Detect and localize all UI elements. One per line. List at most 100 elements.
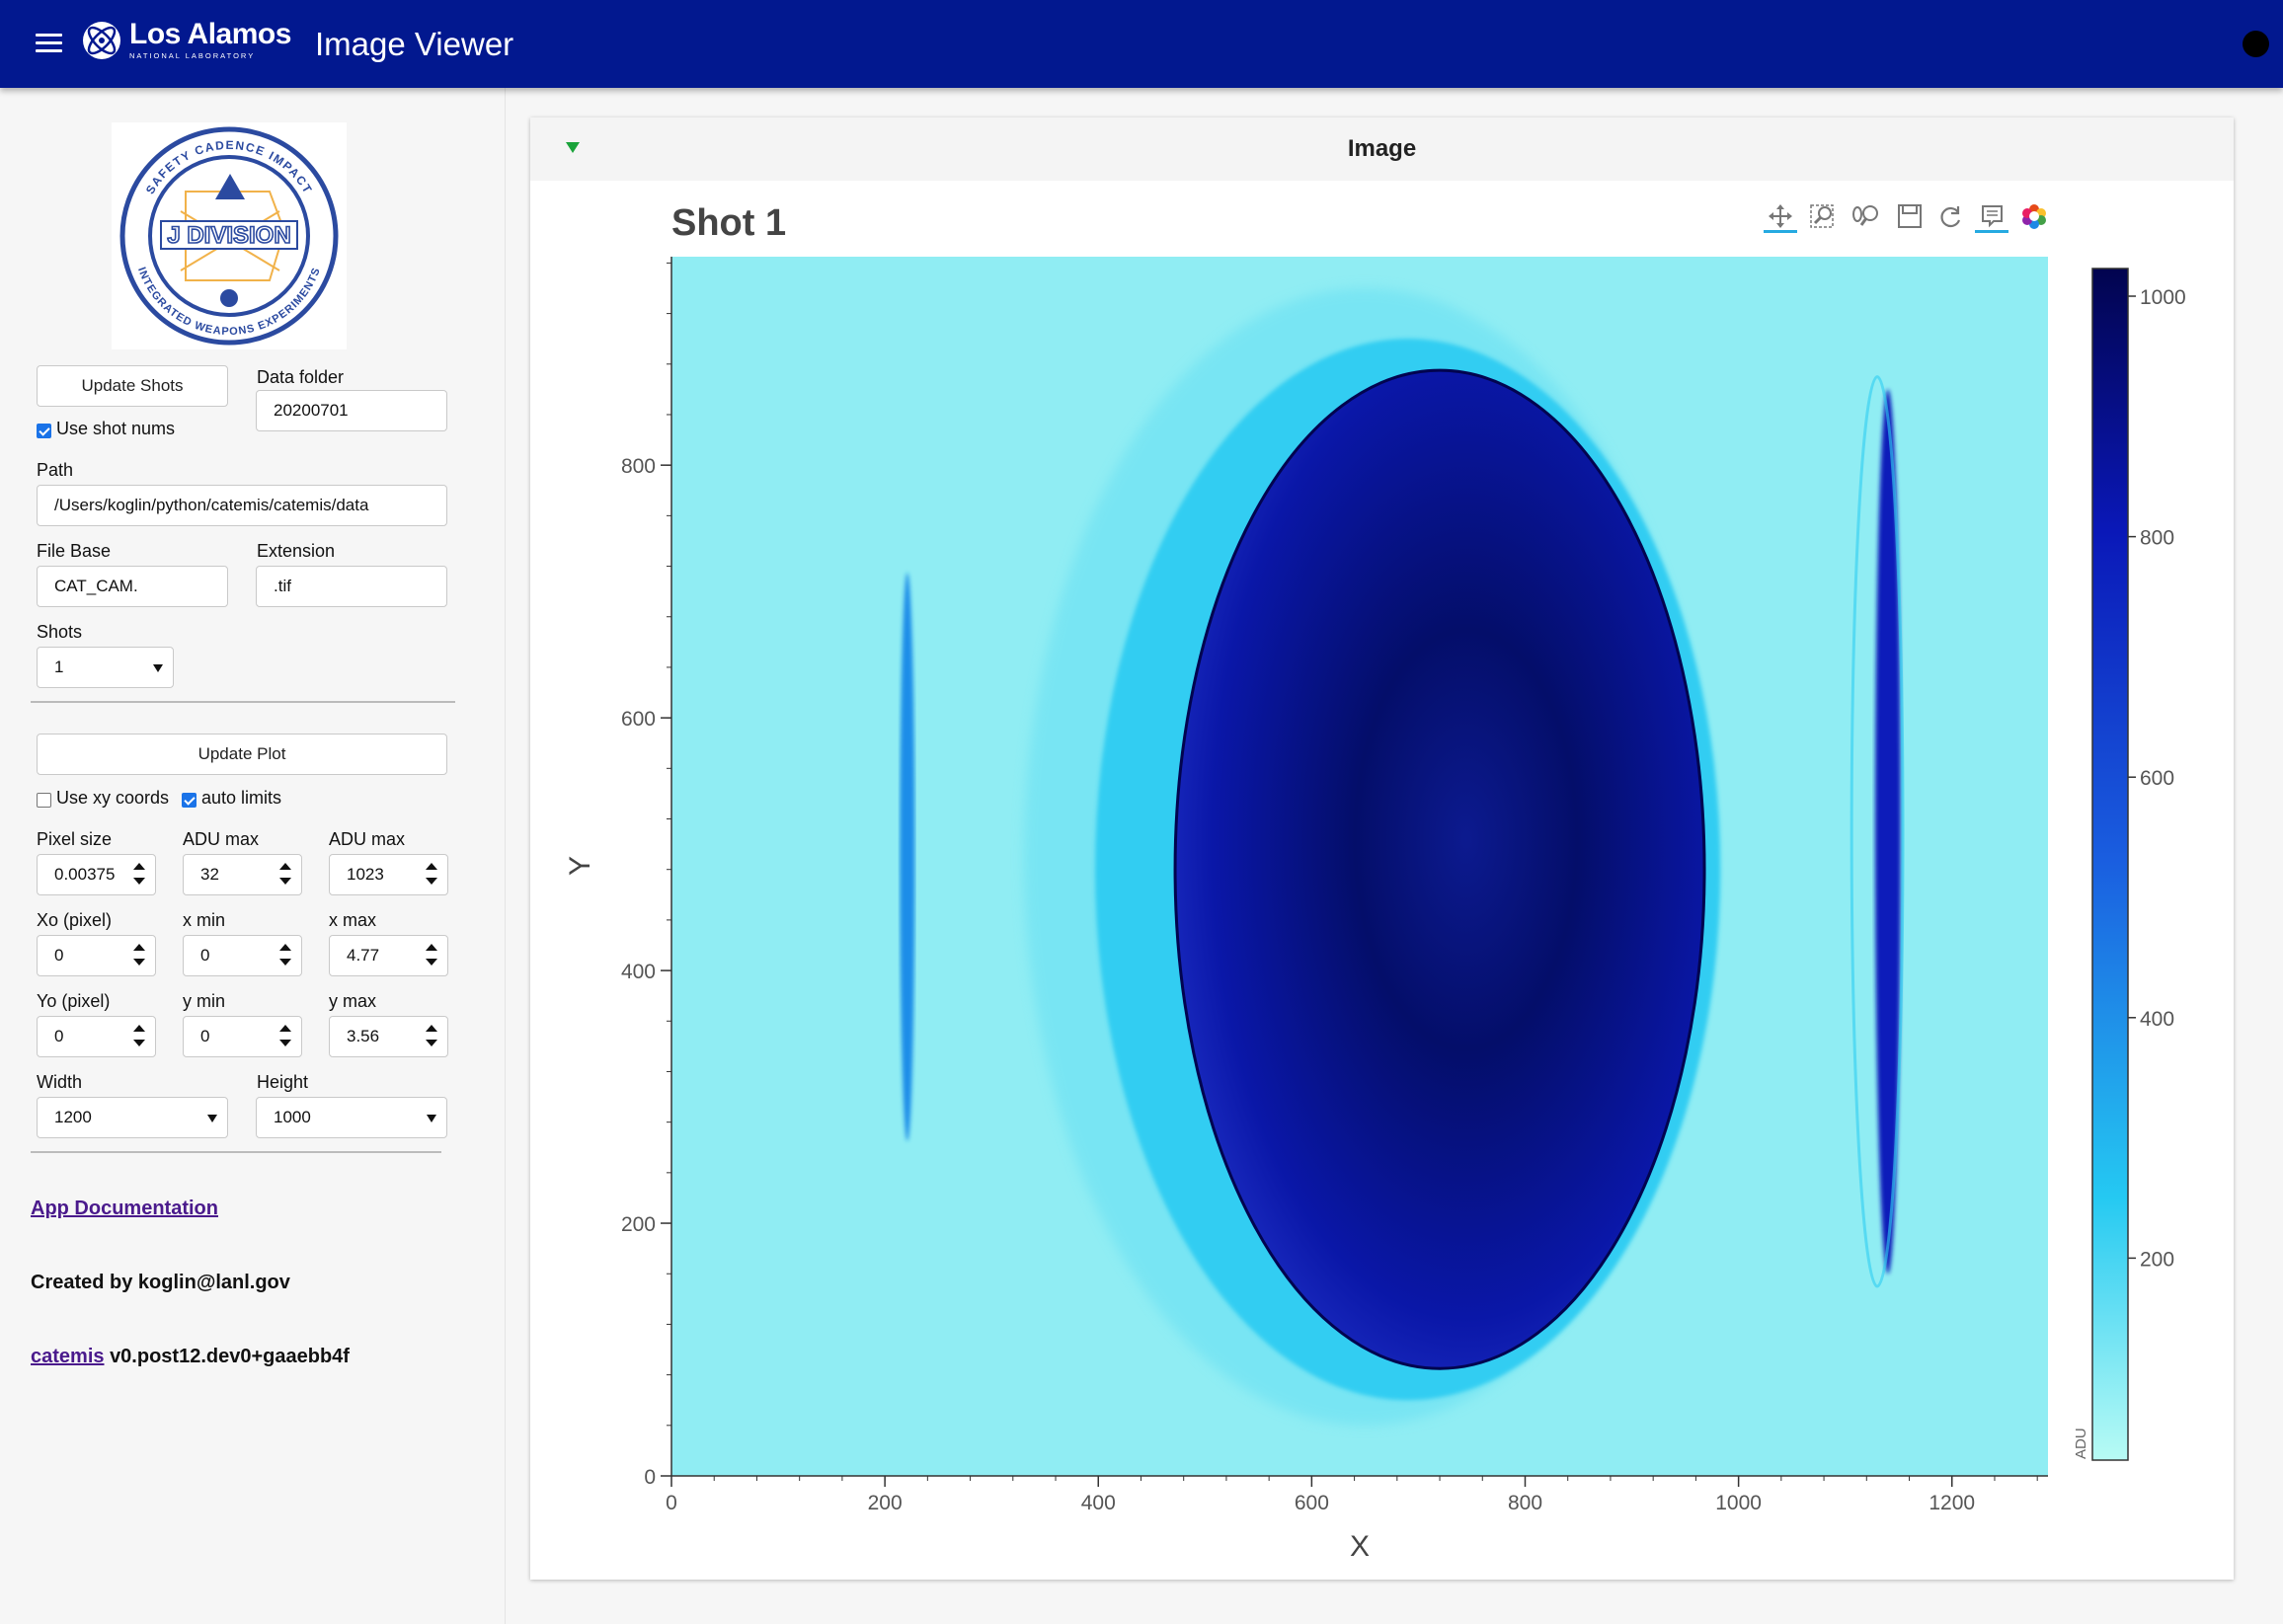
file-base-label: File Base [37, 541, 112, 561]
ymax-value: 3.56 [347, 1027, 380, 1045]
ymax-input[interactable]: 3.56 [329, 1016, 448, 1057]
height-select[interactable]: 1000 [256, 1097, 447, 1138]
pixel-size-input[interactable]: 0.00375 [37, 854, 156, 895]
stepper-icon[interactable] [279, 944, 291, 967]
pan-icon[interactable] [1764, 201, 1797, 233]
xmax-input[interactable]: 4.77 [329, 935, 448, 976]
stepper-icon[interactable] [133, 863, 145, 887]
chevron-down-icon [153, 664, 163, 672]
bokeh-logo-icon[interactable] [2017, 201, 2051, 233]
stepper-icon[interactable] [279, 1025, 291, 1048]
colorbar-tick-label: 800 [2140, 527, 2174, 550]
hover-icon[interactable] [1975, 201, 2008, 233]
menu-icon[interactable] [36, 34, 62, 53]
shots-label: Shots [37, 622, 83, 642]
colorbar-tick-label: 1000 [2140, 286, 2186, 309]
y-tick-label: 800 [621, 455, 656, 478]
ymin-value: 0 [200, 1027, 210, 1045]
y-axis-label: Y [564, 856, 596, 876]
los-alamos-logo-icon [83, 22, 120, 59]
use-shot-nums-checkbox[interactable]: Use shot nums [37, 419, 175, 439]
shots-select[interactable]: 1 [37, 647, 174, 688]
adu-max-value: 1023 [347, 865, 384, 884]
adu-max-input[interactable]: 1023 [329, 854, 448, 895]
width-select-value: 1200 [54, 1108, 92, 1126]
created-by-text: Created by koglin@lanl.gov [31, 1272, 290, 1293]
adu-min-value: 32 [200, 865, 219, 884]
version-text: v0.post12.dev0+gaaebb4f [110, 1346, 350, 1367]
stepper-icon[interactable] [426, 1025, 437, 1048]
x-tick-label: 0 [666, 1492, 677, 1514]
app-title: Image Viewer [315, 26, 514, 62]
colorbar: 200 400 600 800 1000 ADU [2073, 268, 2186, 1461]
pixel-size-label: Pixel size [37, 829, 113, 849]
path-input[interactable]: /Users/koglin/python/catemis/catemis/dat… [37, 485, 447, 526]
heatmap-plot[interactable]: 0 200 400 600 800 1000 1200 0 200 400 600 800 X Y 200… [553, 247, 2232, 1575]
adu-max-label: ADU max [329, 829, 406, 849]
ymin-label: y min [183, 991, 226, 1011]
file-base-input[interactable]: CAT_CAM. [37, 566, 228, 607]
card-title: Image [1347, 135, 1417, 162]
shots-select-value: 1 [54, 657, 64, 676]
use-shot-nums-label: Use shot nums [56, 419, 176, 438]
stepper-icon[interactable] [279, 863, 291, 887]
data-folder-label: Data folder [257, 367, 345, 387]
stepper-icon[interactable] [426, 863, 437, 887]
save-icon[interactable] [1892, 201, 1926, 233]
xmax-label: x max [329, 910, 377, 930]
ymin-input[interactable]: 0 [183, 1016, 302, 1057]
collapse-toggle-icon[interactable] [566, 142, 580, 153]
update-plot-button[interactable]: Update Plot [37, 734, 447, 775]
ymax-label: y max [329, 991, 377, 1011]
xo-input[interactable]: 0 [37, 935, 156, 976]
colorbar-tick-label: 400 [2140, 1008, 2174, 1031]
use-xy-coords-label: Use xy coords [56, 788, 170, 808]
main-ellipse [1173, 368, 1706, 1370]
y-tick-label: 600 [621, 708, 656, 731]
x-tick-label: 200 [868, 1492, 903, 1514]
x-tick-label: 800 [1508, 1492, 1542, 1514]
right-streak-glow [1850, 375, 1905, 1288]
update-shots-button[interactable]: Update Shots [37, 365, 228, 407]
box-zoom-icon[interactable] [1807, 201, 1841, 233]
auto-limits-label: auto limits [201, 788, 282, 808]
yo-value: 0 [54, 1027, 64, 1045]
colorbar-tick-label: 200 [2140, 1248, 2174, 1271]
reset-icon[interactable] [1933, 201, 1967, 233]
path-label: Path [37, 460, 74, 480]
left-streak [900, 572, 915, 1141]
yo-input[interactable]: 0 [37, 1016, 156, 1057]
app-documentation-link[interactable]: App Documentation [31, 1198, 218, 1219]
chevron-down-icon [207, 1115, 217, 1122]
app-header: Los Alamos NATIONAL LABORATORY Image Vie… [0, 0, 2283, 88]
stepper-icon[interactable] [426, 944, 437, 967]
y-tick-label: 400 [621, 961, 656, 983]
xmin-value: 0 [200, 946, 210, 965]
sidebar: SAFETY CADENCE IMPACT INTEGRATED WEAPONS… [0, 88, 506, 1624]
adu-min-label: ADU max [183, 829, 260, 849]
adu-min-input[interactable]: 32 [183, 854, 302, 895]
y-tick-label: 200 [621, 1213, 656, 1236]
x-tick-label: 1000 [1715, 1492, 1762, 1514]
xmin-input[interactable]: 0 [183, 935, 302, 976]
stepper-icon[interactable] [133, 944, 145, 967]
logo-name: Los Alamos [129, 18, 291, 50]
data-folder-input[interactable]: 20200701 [256, 390, 447, 431]
status-indicator [2243, 31, 2269, 57]
stepper-icon[interactable] [133, 1025, 145, 1048]
x-tick-label: 1200 [1929, 1492, 1975, 1514]
catemis-link[interactable]: catemis [31, 1346, 105, 1367]
width-label: Width [37, 1072, 83, 1092]
width-select[interactable]: 1200 [37, 1097, 228, 1138]
xmin-label: x min [183, 910, 226, 930]
use-xy-coords-checkbox[interactable]: Use xy coords [37, 788, 169, 809]
auto-limits-checkbox[interactable]: auto limits [182, 788, 281, 809]
plot-title: Shot 1 [671, 202, 787, 244]
height-select-value: 1000 [274, 1108, 311, 1126]
x-tick-label: 600 [1295, 1492, 1329, 1514]
wheel-zoom-icon[interactable] [1850, 201, 1883, 233]
colorbar-gradient [2091, 268, 2129, 1461]
extension-input[interactable]: .tif [256, 566, 447, 607]
los-alamos-logo-text: Los Alamos NATIONAL LABORATORY [129, 20, 291, 61]
axes: 0 200 400 600 800 1000 1200 0 200 400 600 800 X Y [564, 257, 2048, 1563]
